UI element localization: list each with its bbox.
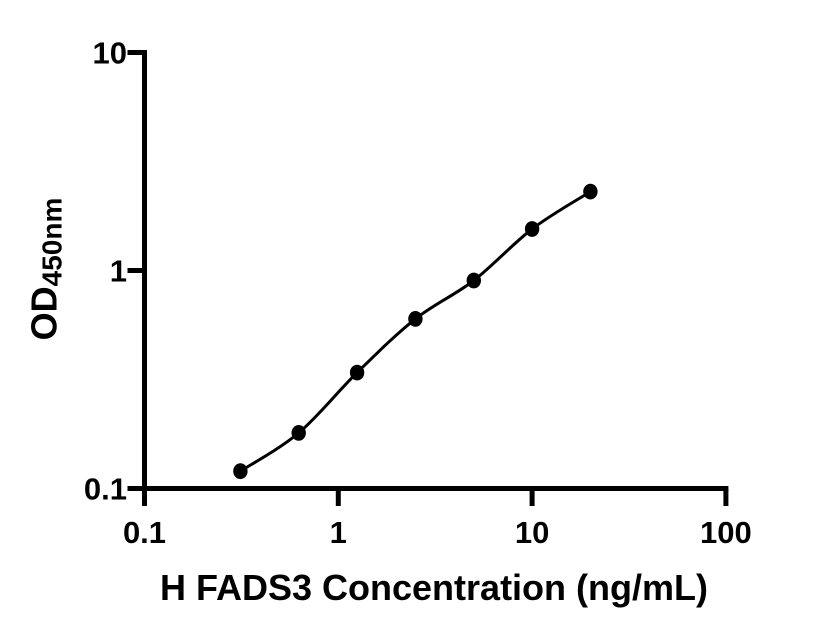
x-tick-label: 100 [700, 515, 752, 550]
data-point [233, 463, 248, 480]
data-point [291, 425, 306, 441]
y-tick-label: 10 [93, 36, 127, 71]
data-point [466, 272, 481, 289]
axes-group [127, 50, 729, 506]
y-axis-title: OD450nm [24, 198, 69, 341]
data-point [524, 221, 540, 237]
curve-group [233, 183, 598, 480]
y-tick-label: 0.1 [84, 472, 127, 507]
x-tick-label: 10 [515, 515, 549, 550]
tick-label-group: 0.1 1 10 0.1 1 10 100 [84, 36, 752, 551]
data-point [583, 183, 598, 200]
x-tick-label: 0.1 [123, 515, 166, 550]
data-point [349, 364, 365, 381]
x-axis-title: H FADS3 Concentration (ng/mL) [160, 567, 708, 608]
y-axis-title-main: OD [23, 286, 65, 341]
data-point [408, 311, 423, 327]
x-tick-label: 1 [330, 515, 347, 550]
y-tick-label: 1 [110, 254, 127, 289]
y-axis-title-sub: 450nm [36, 197, 68, 287]
